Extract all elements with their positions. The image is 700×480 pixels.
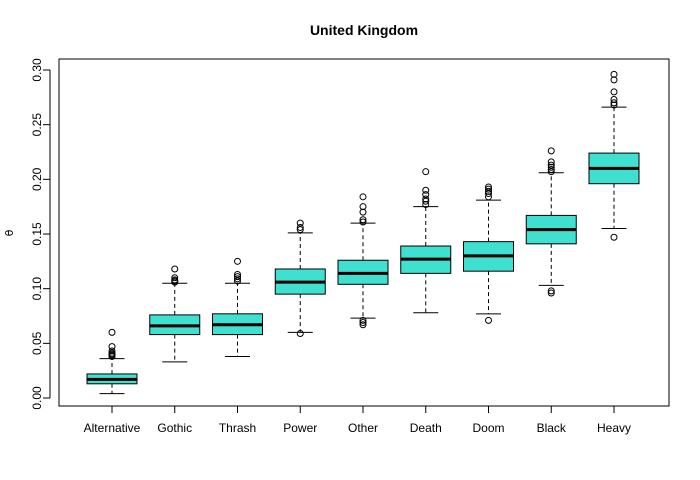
box-death [400,168,452,314]
outlier-point [547,165,555,173]
x-tick-label: Doom [472,421,504,435]
outlier-point [485,193,492,201]
outlier-point [359,319,367,327]
outlier-point [485,183,492,191]
outlier-point [296,219,304,227]
boxes-group [86,70,640,395]
box-alternative [86,328,138,395]
outlier-point [610,88,618,96]
outlier-point [610,70,618,78]
outlier-point [108,349,116,357]
y-tick-label: 0.15 [30,222,44,246]
outlier-point [610,101,618,109]
outlier-point [422,195,430,203]
x-tick-label: Heavy [597,421,631,435]
outlier-point [108,347,116,355]
outlier-point [359,193,367,201]
outlier-point [610,96,618,104]
y-axis-label: θ [3,229,16,236]
outlier-point [610,233,618,241]
outlier-point [234,257,241,265]
box-black [525,147,577,297]
outlier-point [359,218,367,226]
y-tick-label: 0.20 [30,167,44,191]
outlier-point [171,274,179,282]
chart-title: United Kingdom [310,22,418,38]
x-tick-label: Black [537,421,567,435]
outlier-point [359,203,367,211]
outlier-point [296,329,304,337]
outlier-point [234,273,241,281]
x-tick-label: Death [410,421,442,435]
box-power [274,219,326,337]
outlier-point [485,316,492,324]
outlier-point [296,223,304,231]
y-tick-label: 0.00 [30,386,44,410]
x-tick-label: Gothic [157,421,192,435]
outlier-point [422,191,430,199]
outlier-point [610,99,618,107]
outlier-point [547,161,555,169]
outlier-point [485,187,492,195]
x-tick-label: Power [283,421,317,435]
y-tick-label: 0.05 [30,331,44,355]
outlier-point [359,321,367,329]
outlier-point [171,265,179,273]
outlier-point [359,208,367,216]
outlier-point [422,168,430,176]
plot-frame [58,58,670,407]
outlier-point [485,185,492,193]
box-thrash [212,257,263,357]
outlier-point [547,158,555,166]
x-tick-label: Alternative [84,421,141,435]
outlier-point [422,200,430,208]
box-doom [463,183,514,324]
y-tick-label: 0.30 [30,58,44,82]
outlier-point [359,216,367,224]
x-tick-label: Thrash [219,421,256,435]
outlier-point [108,328,116,336]
outlier-point [547,168,555,176]
outlier-point [108,343,116,351]
outlier-point [610,76,618,84]
outlier-point [485,190,492,198]
outlier-point [547,163,555,171]
box-heavy [588,70,640,241]
y-tick-label: 0.10 [30,277,44,301]
x-tick-label: Other [348,421,378,435]
outlier-point [359,316,367,324]
outlier-point [547,287,555,295]
outlier-point [234,275,241,283]
y-tick-label: 0.25 [30,113,44,137]
box-gothic [149,265,201,363]
y-axis: 0.00 0.05 0.10 0.15 0.20 0.25 0.30 [30,58,51,410]
box-other [337,193,389,329]
outlier-point [422,186,430,194]
outlier-point [547,289,555,297]
outlier-point [547,147,555,155]
outlier-point [296,226,304,234]
outlier-point [171,276,179,284]
x-axis: Alternative Gothic Thrash Power Other Death Do… [84,405,631,435]
outlier-point [422,197,430,205]
outlier-point [234,270,241,278]
outlier-point [234,277,241,285]
